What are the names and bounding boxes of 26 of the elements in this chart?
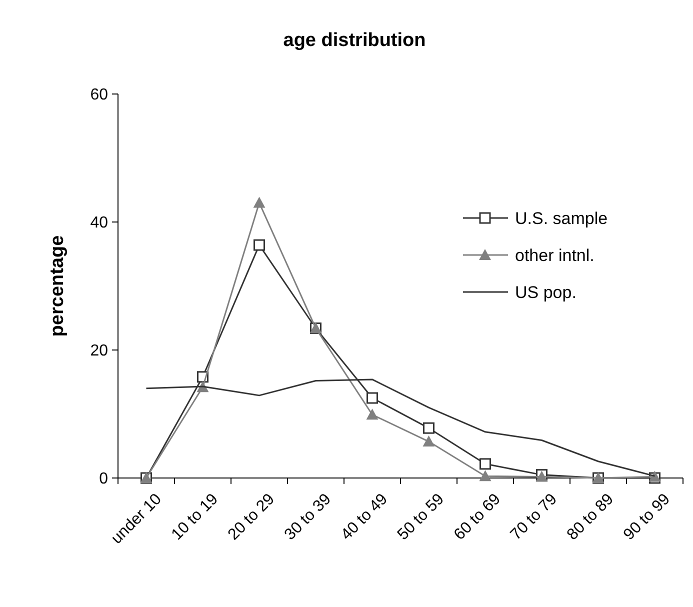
legend-label: other intnl. [515, 246, 594, 265]
chart-title: age distribution [283, 30, 426, 51]
x-tick-label: 60 to 69 [451, 490, 504, 544]
point [253, 196, 266, 208]
point [480, 458, 491, 470]
x-tick-label: 40 to 49 [338, 490, 392, 544]
x-tick-label: 30 to 39 [282, 490, 335, 544]
y-tick-label: 40 [90, 214, 108, 232]
legend-label: US pop. [515, 282, 576, 302]
x-tick-label: 80 to 89 [564, 490, 618, 544]
point [422, 436, 435, 447]
point [366, 408, 378, 420]
x-tick-label: 90 to 99 [620, 490, 674, 544]
y-axis-title: percentage [47, 235, 68, 337]
x-tick-label: 70 to 79 [508, 490, 561, 544]
y-tick-label: 20 [90, 342, 108, 360]
point [423, 422, 434, 434]
y-tick-label: 0 [99, 470, 108, 488]
x-tick-label: 10 to 19 [168, 490, 222, 544]
x-tick-label: 20 to 29 [225, 490, 278, 544]
point [479, 470, 492, 482]
point [366, 392, 378, 404]
y-tick-label: 60 [90, 86, 108, 104]
legend-label: U.S. sample [515, 208, 608, 228]
x-tick-label: 50 to 59 [394, 490, 448, 544]
point [254, 239, 265, 251]
